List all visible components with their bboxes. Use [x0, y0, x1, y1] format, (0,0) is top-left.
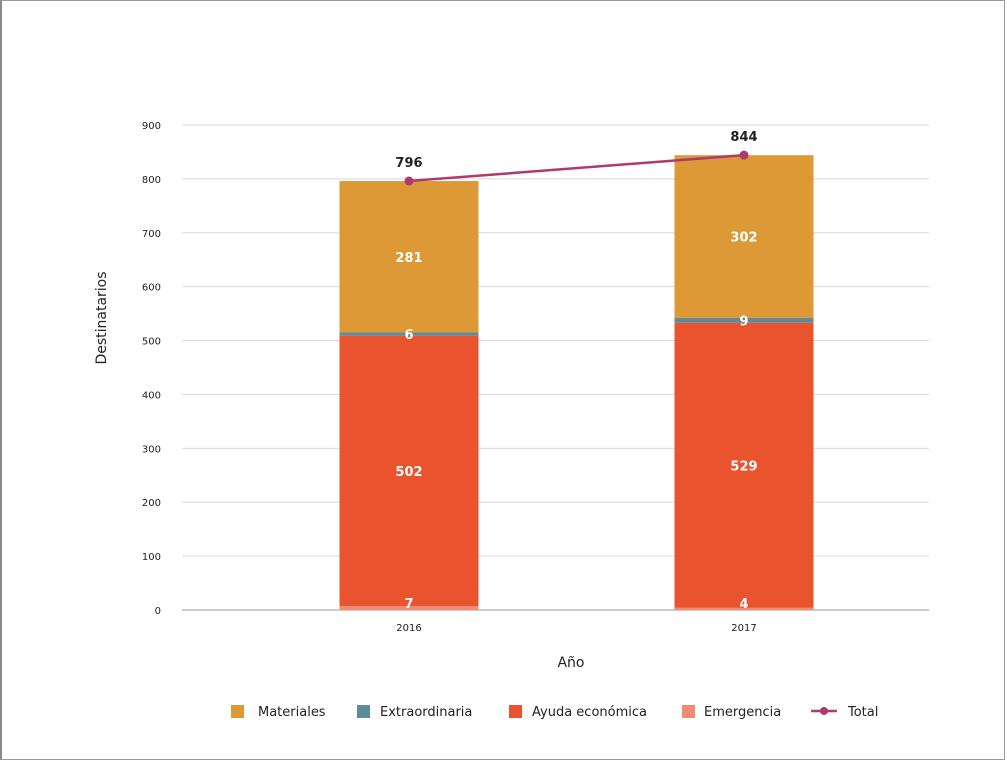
y-axis-ticks: 0 100 200 300 400 500 600 700 800 900: [142, 121, 161, 617]
y-tick-label: 800: [142, 175, 161, 186]
legend-swatch: [357, 705, 370, 718]
bars: [339, 155, 814, 610]
data-label: 9: [739, 314, 748, 329]
gridlines: [182, 124, 929, 611]
legend-label: Total: [847, 705, 878, 720]
y-tick-label: 0: [155, 606, 161, 617]
x-tick-label: 2016: [396, 623, 421, 634]
y-tick-label: 500: [142, 337, 161, 348]
y-tick-label: 900: [142, 121, 161, 132]
y-tick-label: 400: [142, 390, 161, 401]
legend-label: Extraordinaria: [380, 705, 472, 720]
data-label: 302: [730, 231, 757, 246]
bar-segment: [339, 332, 479, 336]
y-axis-title: Destinatarios: [94, 271, 110, 364]
bar-segment: [674, 322, 814, 608]
legend-swatch: [682, 705, 695, 718]
bar-segment: [339, 606, 479, 610]
data-label: 7: [404, 597, 413, 612]
y-tick-label: 700: [142, 229, 161, 240]
y-tick-label: 200: [142, 498, 161, 509]
total-label: 796: [395, 156, 422, 171]
bar-segment: [339, 181, 479, 333]
x-axis-title: Año: [557, 655, 584, 671]
total-point: [739, 150, 749, 160]
legend-label: Materiales: [258, 705, 326, 720]
data-label: 529: [730, 459, 757, 474]
total-line: 796 844: [395, 130, 758, 186]
bar-segment: [339, 335, 479, 607]
legend-swatch: [231, 705, 244, 718]
y-tick-label: 600: [142, 283, 161, 294]
total-label: 844: [730, 130, 757, 145]
data-label: 4: [739, 597, 748, 612]
total-line-path: [408, 153, 745, 183]
bar-segment: [674, 317, 814, 323]
x-axis-ticks: 2016 2017: [396, 623, 756, 634]
data-label: 6: [404, 328, 413, 343]
data-label: 502: [395, 465, 422, 480]
x-tick-label: 2017: [731, 623, 756, 634]
legend-label: Ayuda económica: [532, 705, 647, 720]
legend: Materiales Extraordinaria Ayuda económica E…: [231, 705, 878, 720]
y-tick-label: 100: [142, 552, 161, 563]
legend-swatch: [509, 705, 522, 718]
bar-segment: [674, 607, 814, 610]
segment-labels: 7 502 6 281 4 529 9 302: [395, 231, 757, 612]
bar-segment: [674, 155, 814, 318]
data-label: 281: [395, 251, 422, 266]
y-tick-label: 300: [142, 444, 161, 455]
total-point: [404, 176, 414, 186]
legend-label: Emergencia: [704, 705, 781, 720]
legend-line-marker: [820, 707, 828, 715]
